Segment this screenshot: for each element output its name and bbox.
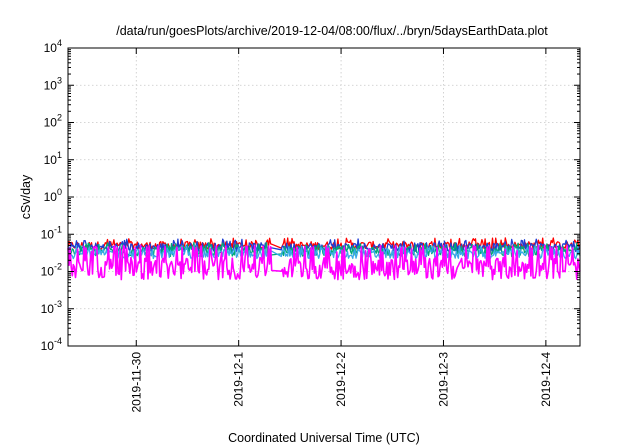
y-tick-label: 10-1 bbox=[41, 224, 62, 241]
x-tick-label: 2019-12-2 bbox=[334, 352, 348, 407]
series-line bbox=[67, 244, 581, 281]
y-axis-label: cSv/day bbox=[19, 174, 33, 219]
x-tick-label: 2019-12-1 bbox=[232, 352, 246, 407]
x-axis-label: Coordinated Universal Time (UTC) bbox=[228, 431, 420, 445]
y-tick-label: 101 bbox=[44, 150, 62, 167]
x-tick-label: 2019-11-30 bbox=[129, 352, 143, 413]
y-axis: 10-4 10-3 10-2 10-1 100 101 102 103 104 bbox=[41, 38, 580, 353]
chart-title: /data/run/goesPlots/archive/2019-12-04/0… bbox=[116, 24, 548, 38]
x-tick-label: 2019-12-3 bbox=[436, 352, 450, 407]
y-tick-label: 103 bbox=[44, 75, 62, 92]
x-tick-label: 2019-12-4 bbox=[539, 352, 553, 407]
y-tick-label: 10-3 bbox=[41, 299, 62, 316]
y-tick-label: 100 bbox=[44, 187, 62, 204]
series-group bbox=[67, 237, 581, 281]
y-tick-label: 10-4 bbox=[41, 336, 62, 353]
grid bbox=[68, 48, 580, 346]
y-tick-label: 104 bbox=[44, 38, 62, 55]
y-tick-label: 10-2 bbox=[41, 262, 62, 279]
y-tick-label: 102 bbox=[44, 113, 62, 130]
x-axis: 2019-11-30 2019-12-1 2019-12-2 2019-12-3 201… bbox=[129, 48, 553, 413]
